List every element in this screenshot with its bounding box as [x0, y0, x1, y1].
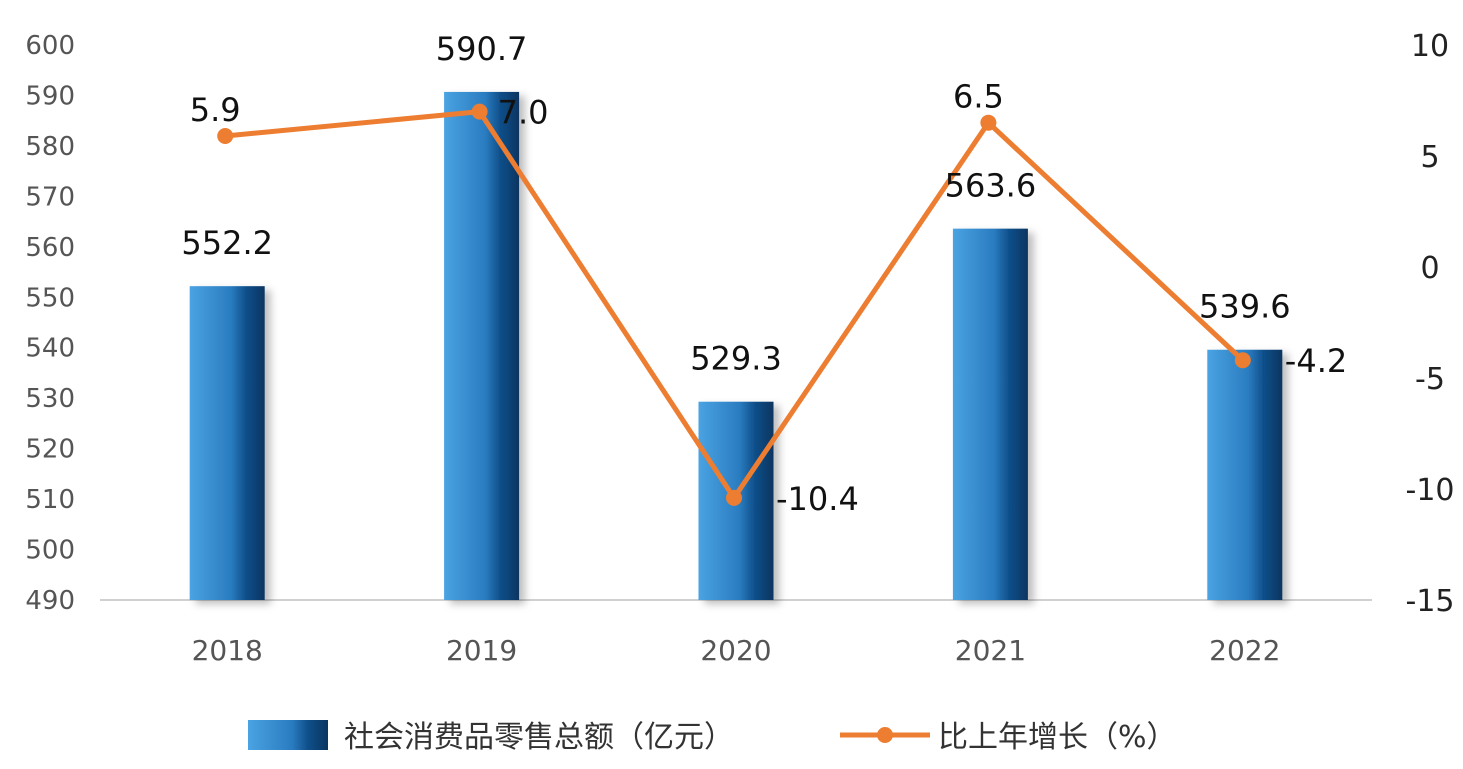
x-tick-label: 2018: [192, 634, 263, 667]
bar: [952, 228, 1028, 600]
left-y-tick-label: 550: [25, 283, 75, 313]
left-y-tick-label: 500: [25, 536, 75, 566]
left-y-tick-label: 510: [25, 485, 75, 515]
right-y-tick-label: 10: [1411, 29, 1449, 64]
growth-point: [217, 128, 234, 145]
left-y-tick-label: 580: [25, 132, 75, 162]
right-y-tick-label: 0: [1420, 251, 1439, 286]
bar: [1207, 349, 1283, 600]
legend-bar-label: 社会消费品零售总额（亿元）: [344, 720, 734, 755]
left-y-tick-label: 530: [25, 384, 75, 414]
growth-point: [1234, 352, 1251, 369]
bar-value-label: 539.6: [1199, 288, 1291, 326]
left-y-tick-label: 520: [25, 435, 75, 465]
growth-point: [726, 489, 742, 506]
right-y-tick-label: -15: [1406, 584, 1455, 619]
bar-value-label: 552.2: [181, 224, 273, 262]
x-tick-label: 2022: [1209, 634, 1280, 667]
legend-line-marker: [877, 727, 893, 743]
growth-point: [980, 114, 997, 131]
x-tick-label: 2020: [700, 634, 771, 667]
left-y-tick-label: 490: [25, 586, 75, 616]
x-tick-label: 2021: [955, 634, 1026, 667]
bar-value-label: 590.7: [436, 30, 528, 68]
left-y-tick-label: 540: [25, 334, 75, 364]
bar-value-label: 563.6: [945, 167, 1037, 205]
right-y-tick-label: 5: [1420, 140, 1439, 175]
left-y-tick-label: 590: [25, 81, 75, 111]
growth-value-label: 7.0: [498, 94, 549, 132]
left-y-tick-label: 570: [25, 182, 75, 212]
growth-value-label: 5.9: [190, 91, 241, 129]
bar-value-label: 529.3: [690, 340, 782, 378]
growth-value-label: -4.2: [1285, 342, 1347, 380]
growth-value-label: 6.5: [953, 78, 1004, 116]
growth-value-label: -10.4: [776, 480, 859, 518]
growth-point: [471, 103, 488, 120]
left-y-tick-label: 600: [25, 31, 75, 61]
legend-line-label: 比上年增长（%）: [938, 720, 1177, 755]
right-y-tick-label: -10: [1406, 473, 1455, 508]
bar: [444, 91, 520, 600]
left-y-tick-label: 560: [25, 233, 75, 263]
legend-bar-swatch: [248, 720, 328, 750]
bar: [189, 286, 265, 600]
x-tick-label: 2019: [446, 634, 517, 667]
right-y-tick-label: -5: [1415, 362, 1445, 397]
